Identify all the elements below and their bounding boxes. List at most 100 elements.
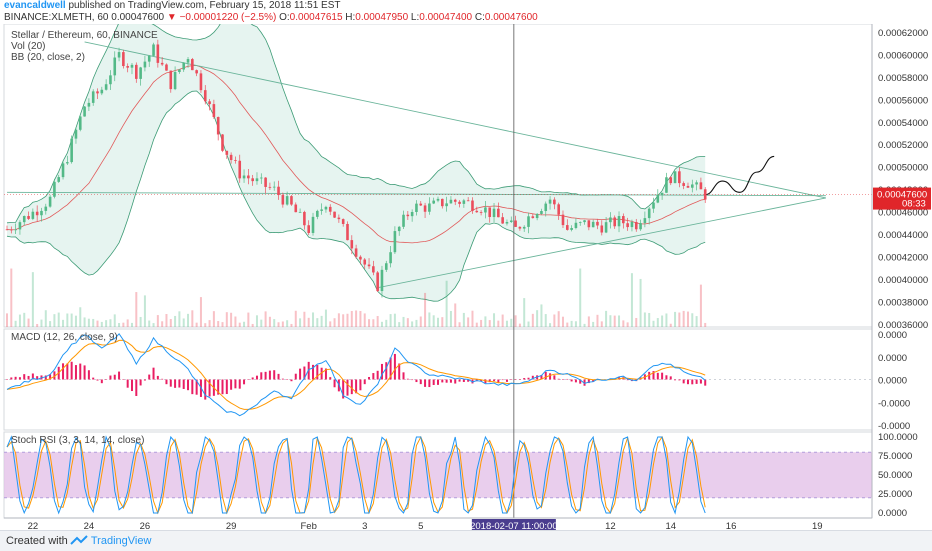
candle (652, 197, 655, 213)
candle (27, 211, 30, 220)
volume-bar (574, 321, 577, 327)
candle-body (462, 200, 466, 204)
macd-legend[interactable]: MACD (12, 26, close, 9) (11, 332, 118, 343)
candle (87, 98, 91, 111)
candle-body (311, 216, 315, 233)
candle-body (35, 211, 39, 216)
candle-body (104, 84, 108, 90)
macd-histogram-bar (10, 377, 13, 380)
volume-bar (195, 322, 198, 327)
candle (328, 204, 332, 216)
candle-body (160, 62, 164, 65)
candle-body (70, 138, 73, 163)
volume-bar (27, 318, 30, 327)
candle-body (406, 214, 410, 217)
candle-body (346, 223, 349, 241)
candle (61, 161, 65, 180)
stoch-tick-label: 25.0000 (878, 489, 912, 500)
chart-canvas[interactable]: 0.00062000 0.00060000 0.00058000 0.00056000… (0, 24, 932, 530)
volume-bar (113, 314, 116, 327)
volume-bar (398, 322, 401, 327)
candle-body (604, 222, 608, 233)
volume-bar (372, 319, 375, 327)
volume-bar (14, 320, 17, 327)
macd-histogram-bar (704, 379, 707, 386)
tradingview-brand-link[interactable]: TradingView (70, 535, 151, 547)
volume-bar (260, 319, 263, 327)
candle (436, 196, 440, 203)
candle (169, 70, 173, 93)
bar-countdown: 08:33 (902, 199, 926, 210)
price-tick-label: 0.00060000 (878, 50, 928, 61)
volume-bar (359, 310, 362, 327)
macd-histogram-bar (62, 363, 65, 380)
volume-bar (182, 318, 185, 327)
macd-histogram-bar (255, 375, 258, 380)
candle-body (471, 200, 474, 211)
candle-body (307, 225, 310, 233)
volume-bar (217, 321, 220, 327)
macd-histogram-bar (531, 375, 534, 380)
macd-histogram-bar (333, 379, 336, 388)
volume-bar (462, 312, 465, 327)
macd-histogram-bar (74, 365, 77, 380)
macd-histogram-bar (23, 374, 26, 380)
close-value: 0.00047600 (484, 12, 538, 23)
candle-body (208, 101, 211, 105)
macd-histogram-bar (109, 375, 112, 380)
volume-bar (656, 318, 659, 327)
candle (604, 217, 608, 234)
macd-histogram-bar (355, 379, 358, 394)
candle-body (203, 90, 207, 102)
stoch-legend[interactable]: Stoch RSI (3, 3, 14, 14, close) (11, 435, 145, 446)
candle-body (212, 104, 216, 118)
candle-body (445, 203, 448, 207)
volume-bar (191, 310, 194, 327)
candle (449, 196, 453, 204)
price-tick-label: 0.00056000 (878, 95, 928, 106)
candle (350, 235, 354, 255)
candle-body (600, 225, 604, 233)
volume-bar (380, 321, 383, 327)
volume-bar (561, 316, 564, 327)
candle-body (441, 198, 444, 207)
candle (397, 225, 401, 236)
macd-histogram-bar (372, 373, 375, 380)
bb-legend[interactable]: BB (20, close, 2) (11, 52, 85, 63)
volume-bar (544, 314, 547, 327)
candle-body (419, 203, 423, 206)
macd-histogram-bar (462, 379, 465, 382)
candle-body (337, 217, 341, 220)
crosshair-time-value: 2018-02-07 11:00:00 (470, 521, 558, 530)
candle-body (587, 220, 591, 228)
stoch-k-line (6, 435, 706, 515)
volume-bar (234, 316, 237, 327)
candle-body (393, 231, 397, 253)
macd-histogram-bar (648, 371, 651, 380)
volume-bar (100, 321, 103, 327)
vol-legend[interactable]: Vol (20) (11, 41, 46, 52)
chart-title-legend[interactable]: Stellar / Ethereum, 60, BINANCE (11, 30, 158, 41)
volume-bar (62, 319, 65, 327)
symbol-label: BINANCE:XLMETH, 60 (4, 12, 109, 23)
macd-histogram-bar (363, 379, 366, 385)
published-text: published on TradingView.com, February 1… (68, 0, 341, 11)
candle (384, 260, 388, 272)
volume-bar (199, 297, 202, 327)
candle-body (122, 52, 125, 67)
volume-bar (424, 292, 427, 327)
last-price: 0.00047600 (111, 12, 165, 23)
volume-bar (70, 313, 73, 327)
macd-histogram-bar (342, 379, 345, 399)
volume-bar (96, 320, 99, 327)
candle-body (147, 55, 151, 62)
volume-bar (53, 314, 56, 327)
candle (156, 39, 160, 68)
candle-body (320, 209, 323, 211)
macd-histogram-bar (389, 357, 392, 380)
volume-bar (204, 323, 207, 327)
author-link[interactable]: evancaldwell (4, 0, 66, 11)
candle (268, 182, 272, 191)
macd-histogram-bar (139, 379, 142, 386)
volume-bar (130, 322, 133, 327)
